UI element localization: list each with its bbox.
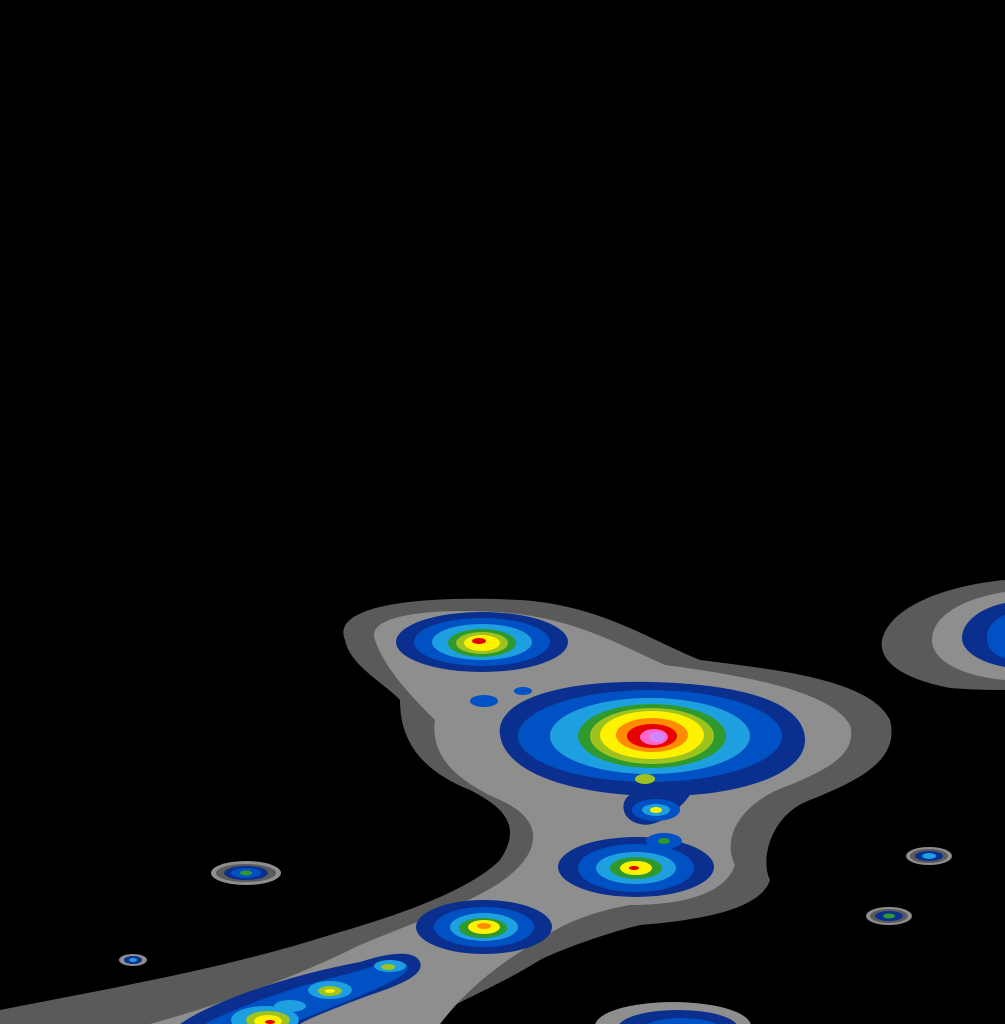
storm-band-southwest [180, 953, 421, 1024]
echo-speck-far-west [119, 954, 147, 966]
storm-cell-main [470, 681, 805, 825]
echo-speck-east-2 [866, 907, 912, 925]
storm-cell-east-edge [881, 580, 1005, 690]
storm-cell-south-2 [416, 900, 552, 954]
storm-cell-bottom [595, 1002, 751, 1024]
storm-cell-south-1 [558, 833, 714, 897]
echo-speck-west [211, 861, 281, 885]
echo-speck-east-1 [906, 847, 952, 865]
storm-cell-north-1 [396, 612, 568, 672]
